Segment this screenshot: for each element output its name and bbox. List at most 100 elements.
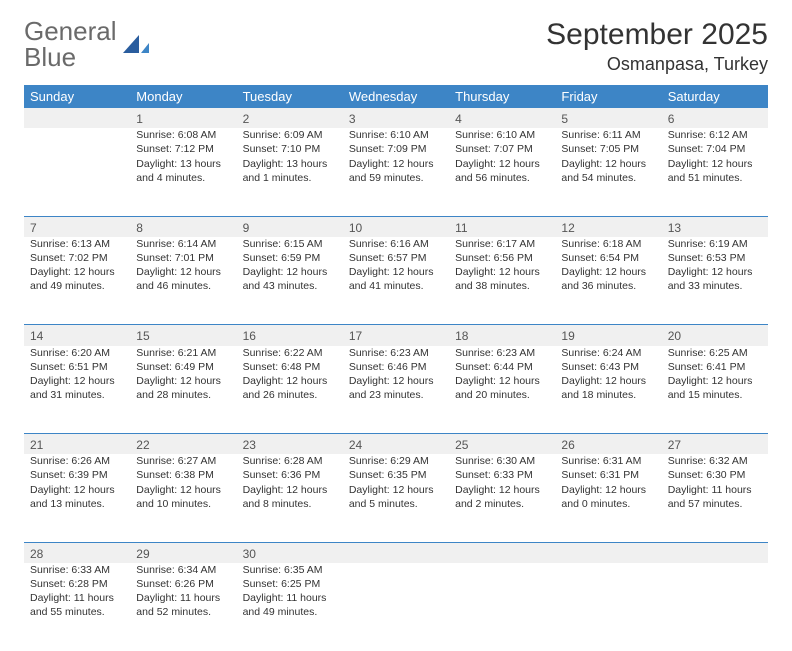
day-number: 25: [455, 438, 468, 452]
day-content: Sunrise: 6:09 AMSunset: 7:10 PMDaylight:…: [243, 128, 337, 185]
daynum-cell: 7: [24, 216, 130, 237]
daynum-row: 123456: [24, 108, 768, 128]
day-content: Sunrise: 6:10 AMSunset: 7:09 PMDaylight:…: [349, 128, 443, 185]
day-content: Sunrise: 6:29 AMSunset: 6:35 PMDaylight:…: [349, 454, 443, 511]
day-content: Sunrise: 6:18 AMSunset: 6:54 PMDaylight:…: [561, 237, 655, 294]
daylight-line2: and 2 minutes.: [455, 497, 549, 511]
daynum-cell: 9: [237, 216, 343, 237]
daynum-cell: 3: [343, 108, 449, 128]
sunset-text: Sunset: 6:35 PM: [349, 468, 443, 482]
calendar-page: General Blue September 2025 Osmanpasa, T…: [0, 0, 792, 612]
sunrise-text: Sunrise: 6:10 AM: [455, 128, 549, 142]
daynum-cell: 21: [24, 434, 130, 455]
day-content: Sunrise: 6:32 AMSunset: 6:30 PMDaylight:…: [668, 454, 762, 511]
sunset-text: Sunset: 6:43 PM: [561, 360, 655, 374]
daylight-line1: Daylight: 11 hours: [243, 591, 337, 605]
day-cell: Sunrise: 6:09 AMSunset: 7:10 PMDaylight:…: [237, 128, 343, 216]
daylight-line2: and 28 minutes.: [136, 388, 230, 402]
day-number: 27: [668, 438, 681, 452]
daylight-line2: and 59 minutes.: [349, 171, 443, 185]
day-cell: Sunrise: 6:19 AMSunset: 6:53 PMDaylight:…: [662, 237, 768, 325]
day-content: Sunrise: 6:19 AMSunset: 6:53 PMDaylight:…: [668, 237, 762, 294]
content-row: Sunrise: 6:08 AMSunset: 7:12 PMDaylight:…: [24, 128, 768, 216]
page-header: General Blue September 2025 Osmanpasa, T…: [24, 18, 768, 75]
sunset-text: Sunset: 6:25 PM: [243, 577, 337, 591]
day-content: Sunrise: 6:23 AMSunset: 6:44 PMDaylight:…: [455, 346, 549, 403]
sunset-text: Sunset: 7:01 PM: [136, 251, 230, 265]
day-content: Sunrise: 6:20 AMSunset: 6:51 PMDaylight:…: [30, 346, 124, 403]
day-content: Sunrise: 6:16 AMSunset: 6:57 PMDaylight:…: [349, 237, 443, 294]
sunrise-text: Sunrise: 6:16 AM: [349, 237, 443, 251]
daylight-line1: Daylight: 13 hours: [136, 157, 230, 171]
daynum-cell: [449, 542, 555, 563]
daynum-cell: 26: [555, 434, 661, 455]
day-content: Sunrise: 6:15 AMSunset: 6:59 PMDaylight:…: [243, 237, 337, 294]
day-content: Sunrise: 6:23 AMSunset: 6:46 PMDaylight:…: [349, 346, 443, 403]
daynum-cell: 18: [449, 325, 555, 346]
day-number: 22: [136, 438, 149, 452]
day-number: 4: [455, 112, 462, 126]
day-cell: Sunrise: 6:15 AMSunset: 6:59 PMDaylight:…: [237, 237, 343, 325]
day-number: 1: [136, 112, 143, 126]
sunrise-text: Sunrise: 6:26 AM: [30, 454, 124, 468]
sunset-text: Sunset: 7:07 PM: [455, 142, 549, 156]
day-cell: Sunrise: 6:22 AMSunset: 6:48 PMDaylight:…: [237, 346, 343, 434]
daylight-line1: Daylight: 12 hours: [455, 157, 549, 171]
daylight-line1: Daylight: 12 hours: [349, 157, 443, 171]
weekday-header: Sunday: [24, 85, 130, 108]
day-cell: Sunrise: 6:30 AMSunset: 6:33 PMDaylight:…: [449, 454, 555, 542]
sunset-text: Sunset: 6:46 PM: [349, 360, 443, 374]
day-content: Sunrise: 6:26 AMSunset: 6:39 PMDaylight:…: [30, 454, 124, 511]
daylight-line1: Daylight: 12 hours: [561, 265, 655, 279]
day-cell: [24, 128, 130, 216]
location-label: Osmanpasa, Turkey: [546, 54, 768, 75]
day-content: Sunrise: 6:24 AMSunset: 6:43 PMDaylight:…: [561, 346, 655, 403]
daylight-line1: Daylight: 12 hours: [561, 483, 655, 497]
daynum-cell: 10: [343, 216, 449, 237]
day-cell: [449, 563, 555, 651]
sunrise-text: Sunrise: 6:09 AM: [243, 128, 337, 142]
daylight-line1: Daylight: 12 hours: [455, 483, 549, 497]
sunset-text: Sunset: 6:53 PM: [668, 251, 762, 265]
sunrise-text: Sunrise: 6:08 AM: [136, 128, 230, 142]
daylight-line2: and 38 minutes.: [455, 279, 549, 293]
day-number: 26: [561, 438, 574, 452]
daynum-cell: 8: [130, 216, 236, 237]
daynum-cell: 22: [130, 434, 236, 455]
day-number: 19: [561, 329, 574, 343]
daynum-cell: 14: [24, 325, 130, 346]
daylight-line2: and 54 minutes.: [561, 171, 655, 185]
day-cell: Sunrise: 6:16 AMSunset: 6:57 PMDaylight:…: [343, 237, 449, 325]
day-number: 18: [455, 329, 468, 343]
daynum-cell: 23: [237, 434, 343, 455]
daylight-line2: and 0 minutes.: [561, 497, 655, 511]
daylight-line1: Daylight: 12 hours: [243, 374, 337, 388]
day-number: 5: [561, 112, 568, 126]
day-cell: Sunrise: 6:08 AMSunset: 7:12 PMDaylight:…: [130, 128, 236, 216]
sunrise-text: Sunrise: 6:35 AM: [243, 563, 337, 577]
sunset-text: Sunset: 6:36 PM: [243, 468, 337, 482]
day-content: Sunrise: 6:12 AMSunset: 7:04 PMDaylight:…: [668, 128, 762, 185]
sunrise-text: Sunrise: 6:27 AM: [136, 454, 230, 468]
sunrise-text: Sunrise: 6:24 AM: [561, 346, 655, 360]
daylight-line1: Daylight: 12 hours: [136, 265, 230, 279]
sunset-text: Sunset: 6:28 PM: [30, 577, 124, 591]
daylight-line2: and 10 minutes.: [136, 497, 230, 511]
daynum-row: 78910111213: [24, 216, 768, 237]
daylight-line2: and 49 minutes.: [243, 605, 337, 619]
daylight-line2: and 18 minutes.: [561, 388, 655, 402]
daylight-line1: Daylight: 12 hours: [136, 374, 230, 388]
sunrise-text: Sunrise: 6:18 AM: [561, 237, 655, 251]
day-content: Sunrise: 6:22 AMSunset: 6:48 PMDaylight:…: [243, 346, 337, 403]
sunset-text: Sunset: 7:02 PM: [30, 251, 124, 265]
daylight-line1: Daylight: 12 hours: [243, 483, 337, 497]
sunrise-text: Sunrise: 6:34 AM: [136, 563, 230, 577]
daylight-line2: and 36 minutes.: [561, 279, 655, 293]
daylight-line1: Daylight: 12 hours: [668, 374, 762, 388]
daynum-row: 14151617181920: [24, 325, 768, 346]
daynum-cell: 16: [237, 325, 343, 346]
day-number: 15: [136, 329, 149, 343]
sunset-text: Sunset: 7:05 PM: [561, 142, 655, 156]
brand-line1: General: [24, 18, 117, 44]
day-number: 28: [30, 547, 43, 561]
